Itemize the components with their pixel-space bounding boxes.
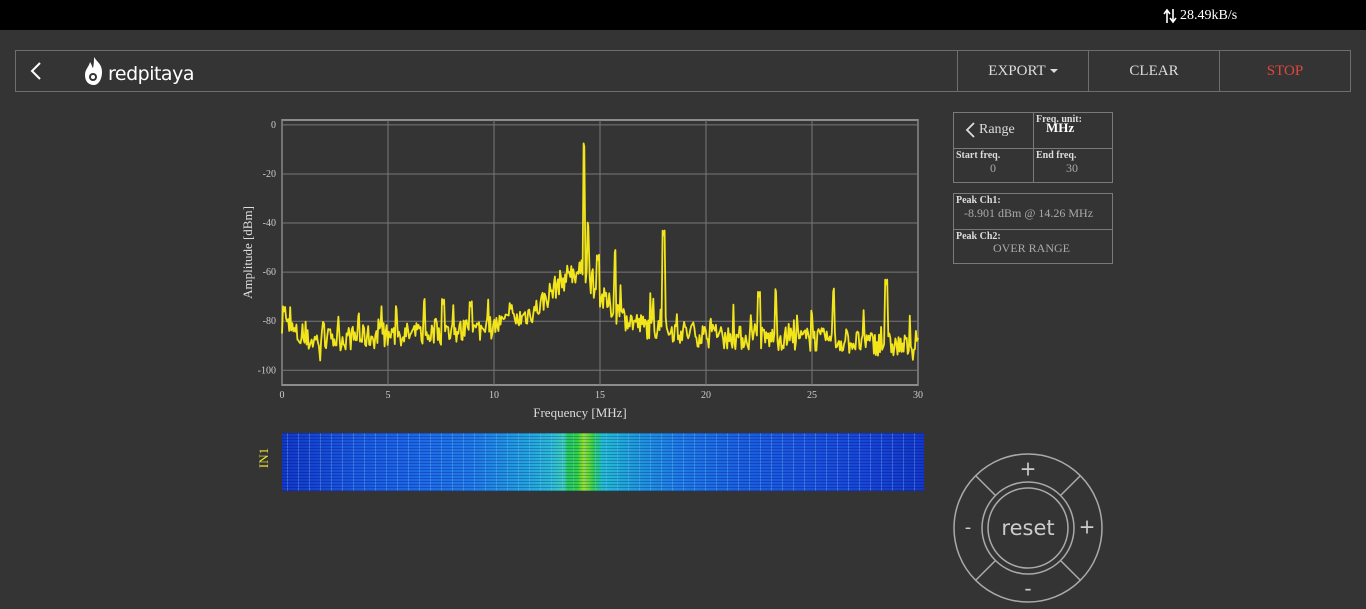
y-tick-label: 0 [271,120,276,131]
freq-unit-cell[interactable]: Freq. unit: MHz [1034,113,1112,149]
start-freq-label: Start freq. [956,150,1001,161]
redpitaya-logo: redpitaya [82,55,194,87]
zoom-in-x-button[interactable]: + [1079,515,1096,539]
waterfall-noise [282,433,924,491]
reset-label: reset [1001,516,1054,540]
x-tick-label: 10 [489,390,499,401]
start-freq-value: 0 [990,161,996,175]
peak-info-panel: Peak Ch1: -8.901 dBm @ 14.26 MHz Peak Ch… [953,193,1113,264]
y-tick-label: -40 [263,218,276,229]
end-freq-label: End freq. [1036,150,1077,161]
zoom-in-y-button[interactable]: + [1020,457,1037,481]
x-tick-label: 20 [701,390,711,401]
end-freq-value: 30 [1066,161,1078,175]
range-button[interactable]: Range [964,121,1015,139]
x-tick-label: 15 [595,390,605,401]
y-tick-label: -80 [263,316,276,327]
peak-ch2-label: Peak Ch2: [956,231,1001,242]
x-tick-label: 30 [913,390,923,401]
waterfall-display [282,433,924,491]
waterfall-lines [282,433,924,491]
spectrum-plot[interactable]: 0 5 10 15 20 25 30 0 -20 -40 -60 -80 -100 Frequency [… [240,110,930,430]
spectrum-chart: 0 5 10 15 20 25 30 0 -20 -40 -60 -80 -100 Frequency [… [240,119,923,420]
ch1-spectrum-trace [281,142,919,362]
stop-label: STOP [1266,62,1304,79]
zoom-control-pad: + - + - reset [952,452,1104,604]
peak-ch1-value: -8.901 dBm @ 14.26 MHz [964,206,1094,220]
freq-unit-value: MHz [1046,120,1075,135]
app-navbar: redpitaya EXPORT CLEAR STOP [15,50,1351,92]
zoom-out-y-button[interactable]: - [1024,577,1031,601]
peak-ch2-value: OVER RANGE [993,241,1070,255]
export-label: EXPORT [988,62,1046,79]
range-label: Range [979,122,1015,137]
y-tick-label: -60 [263,267,276,278]
stop-button[interactable]: STOP [1219,51,1350,91]
waterfall-channel-label: IN1 [256,447,271,469]
y-axis-label: Amplitude [dBm] [240,206,255,299]
caret-down-icon [1049,69,1058,73]
dpad-ring: + - + - reset [953,453,1103,603]
range-cell: Range [954,113,1034,149]
x-axis-label: Frequency [MHz] [533,405,627,420]
y-tick-label: -20 [263,169,276,180]
chevron-left-icon [30,62,41,80]
freq-unit-label: Freq. unit: [1036,114,1082,125]
frequency-settings-panel: Range Freq. unit: MHz Start freq. 0 End … [953,112,1113,183]
back-button[interactable] [24,57,50,85]
logo-text: redpitaya [108,63,194,85]
clear-label: CLEAR [1129,62,1179,79]
x-tick-label: 5 [386,390,391,401]
start-freq-cell[interactable]: Start freq. 0 [954,149,1034,182]
zoom-out-x-button[interactable]: - [965,517,972,538]
clear-button[interactable]: CLEAR [1088,51,1219,91]
flame-logo-icon [85,57,102,85]
end-freq-cell[interactable]: End freq. 30 [1034,149,1112,182]
x-tick-label: 0 [280,390,285,401]
y-tick-label: -100 [258,365,276,376]
chevron-left-icon [965,122,975,138]
x-tick-label: 25 [807,390,817,401]
peak-ch2-cell: Peak Ch2: OVER RANGE [954,230,1112,263]
peak-ch1-label: Peak Ch1: [956,195,1001,206]
network-rate-value: 28.49kB/s [1180,8,1238,23]
export-button[interactable]: EXPORT [957,51,1088,91]
top-status-bar: 28.49kB/s [0,0,1366,30]
reset-button[interactable] [987,487,1069,569]
up-down-arrows-icon [1163,8,1177,24]
peak-ch1-cell: Peak Ch1: -8.901 dBm @ 14.26 MHz [954,194,1112,230]
network-rate: 28.49kB/s [1163,8,1237,24]
